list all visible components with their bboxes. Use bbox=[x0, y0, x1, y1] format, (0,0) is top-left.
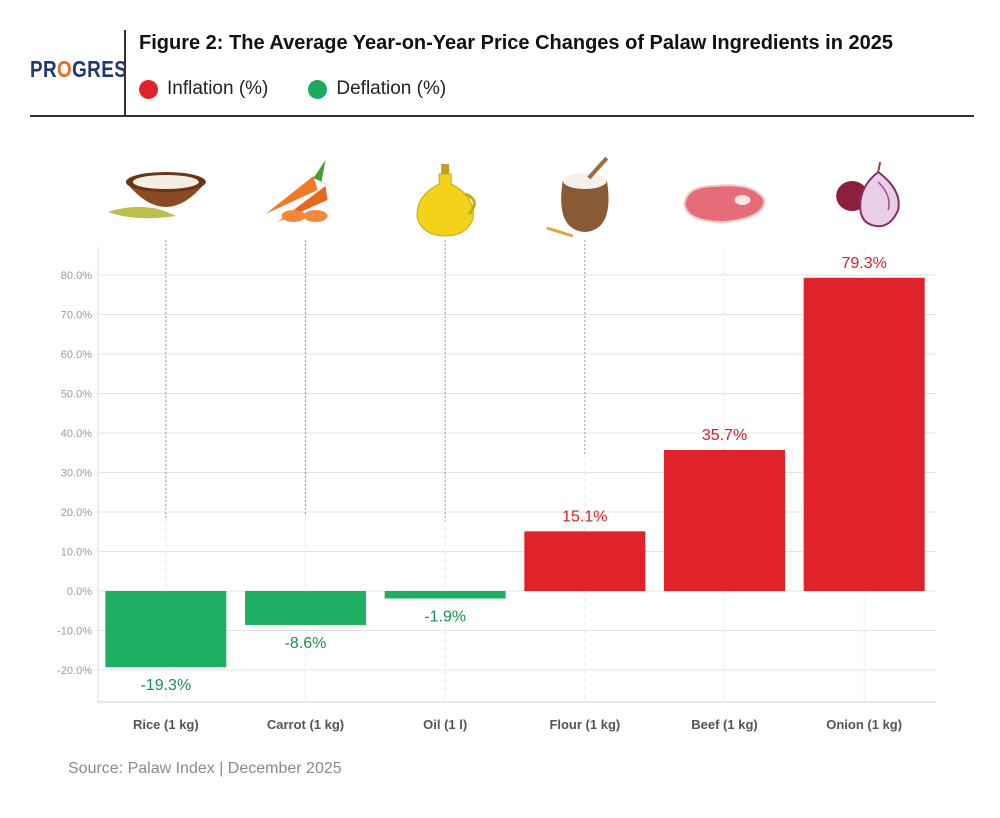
y-tick-label: 50.0% bbox=[61, 389, 92, 401]
bar-onion bbox=[803, 277, 925, 591]
bar-rice bbox=[105, 591, 227, 668]
oil-bottle-icon bbox=[416, 164, 476, 237]
onion-stem bbox=[877, 161, 882, 173]
source-note: Source: Palaw Index | December 2025 bbox=[68, 760, 342, 777]
y-tick-label: 20.0% bbox=[61, 507, 92, 519]
beef-steak-icon bbox=[683, 184, 766, 224]
rice bbox=[132, 175, 199, 189]
x-tick-label: Beef (1 kg) bbox=[691, 717, 757, 732]
x-tick-label: Flour (1 kg) bbox=[549, 717, 620, 732]
carrot-slice bbox=[303, 210, 328, 222]
y-tick-label: 40.0% bbox=[61, 428, 92, 440]
deflation-dot-icon bbox=[308, 79, 328, 99]
y-tick-label: 80.0% bbox=[61, 270, 92, 282]
carrot-slice bbox=[281, 210, 306, 222]
steak bbox=[683, 184, 766, 224]
carrot-leaves bbox=[313, 160, 340, 190]
bar-carrot bbox=[245, 591, 366, 625]
data-label: -8.6% bbox=[285, 635, 327, 652]
y-tick-label: -10.0% bbox=[57, 626, 92, 638]
progres-logo: PROGRES bbox=[30, 56, 128, 82]
rice-bowl-icon bbox=[107, 172, 206, 219]
bar-chart: -20.0% -10.0% 0.0% 10.0% 20.0% 30.0% 40.0% 50.0… bbox=[57, 156, 936, 732]
bottle-body bbox=[416, 173, 474, 237]
data-label: 79.3% bbox=[841, 255, 886, 272]
legend-label-inflation: Inflation (%) bbox=[167, 78, 269, 99]
y-tick-label: 10.0% bbox=[61, 547, 92, 559]
legend-item-deflation: Deflation (%) bbox=[308, 78, 446, 100]
data-label: -1.9% bbox=[424, 609, 466, 626]
header-divider-horizontal bbox=[30, 115, 974, 117]
flour-sack-icon bbox=[546, 156, 609, 238]
onion-icon bbox=[836, 161, 900, 228]
flour bbox=[562, 173, 607, 189]
scoop bbox=[587, 156, 609, 180]
bar-beef bbox=[664, 449, 785, 591]
bottle-cap bbox=[441, 164, 450, 174]
y-tick-label: 0.0% bbox=[67, 586, 92, 598]
data-label: 15.1% bbox=[562, 508, 607, 525]
legend-label-deflation: Deflation (%) bbox=[336, 78, 447, 99]
x-tick-label: Carrot (1 kg) bbox=[267, 717, 344, 732]
onion-half bbox=[859, 170, 900, 228]
y-tick-label: 60.0% bbox=[61, 349, 92, 361]
y-tick-label: 30.0% bbox=[61, 468, 92, 480]
data-label: -19.3% bbox=[140, 677, 191, 694]
carrot-1 bbox=[265, 176, 318, 214]
y-tick-label: -20.0% bbox=[57, 665, 92, 677]
legend: Inflation (%) Deflation (%) bbox=[139, 78, 446, 100]
x-tick-label: Rice (1 kg) bbox=[133, 717, 199, 732]
onion-ring bbox=[877, 181, 890, 211]
header-divider-vertical bbox=[124, 30, 126, 115]
x-tick-label: Onion (1 kg) bbox=[826, 717, 902, 732]
y-tick-label: 70.0% bbox=[61, 310, 92, 322]
data-label: 35.7% bbox=[702, 427, 747, 444]
rice-stalk bbox=[107, 206, 176, 219]
inflation-dot-icon bbox=[139, 79, 158, 99]
steak-fat bbox=[734, 195, 751, 205]
sack bbox=[561, 180, 609, 232]
legend-item-inflation: Inflation (%) bbox=[139, 78, 268, 100]
bottle-handle bbox=[464, 192, 476, 215]
wheat bbox=[546, 226, 574, 238]
carrot-icon bbox=[265, 160, 340, 222]
bar-oil bbox=[384, 591, 506, 599]
x-tick-label: Oil (1 l) bbox=[423, 717, 467, 732]
bar-flour bbox=[524, 531, 646, 591]
figure-title: Figure 2: The Average Year-on-Year Price… bbox=[139, 32, 893, 54]
